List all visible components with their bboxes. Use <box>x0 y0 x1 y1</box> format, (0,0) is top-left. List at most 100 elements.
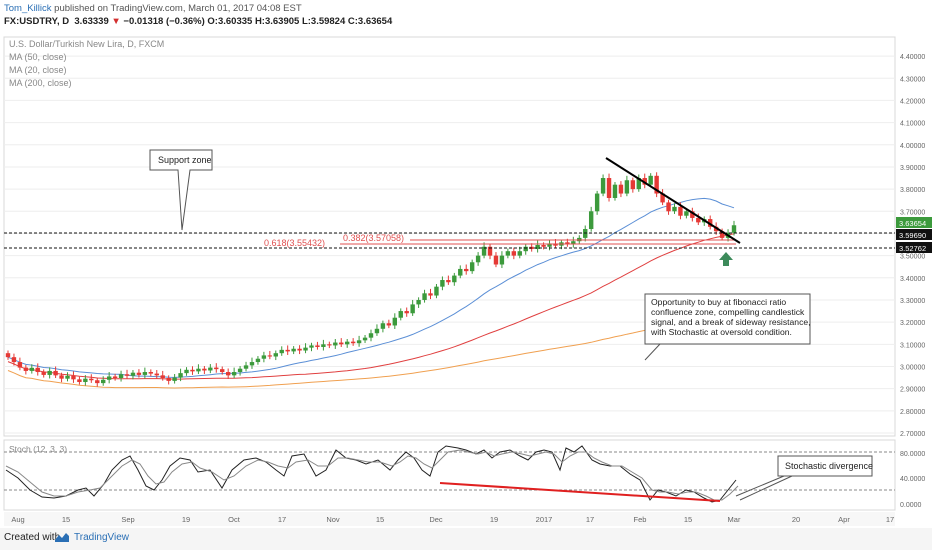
candle-body <box>624 180 630 194</box>
candle-body <box>214 367 219 370</box>
candle-body <box>678 206 683 216</box>
candle-body <box>464 268 469 272</box>
created-with: Created with <box>4 532 61 543</box>
time-tick-label: Dec <box>429 515 443 524</box>
candle-body <box>136 372 142 375</box>
time-tick-label: 17 <box>586 515 594 524</box>
candle-body <box>475 255 481 263</box>
buy-arrow-icon <box>719 252 733 266</box>
ohlc-values: O:3.60335 H:3.63905 L:3.59824 C:3.63654 <box>207 16 393 27</box>
candle-body <box>731 225 737 233</box>
candle-body <box>202 368 207 371</box>
stoch-tick-label: 80.0000 <box>900 451 925 458</box>
time-tick-label: 15 <box>376 515 384 524</box>
candle-body <box>588 211 594 230</box>
time-tick-label: 15 <box>684 515 692 524</box>
candle-body <box>481 246 487 256</box>
candle-body <box>89 378 94 381</box>
opportunity-callout[interactable]: Opportunity to buy at fibonacci ratio co… <box>644 293 813 361</box>
ma200-path <box>7 317 735 389</box>
candle-body <box>487 246 493 256</box>
candle-body <box>458 268 463 276</box>
candle-body <box>5 353 11 358</box>
candle-body <box>672 206 677 212</box>
legend-ma20[interactable]: MA (20, close) <box>9 65 67 75</box>
stoch-divergence-callout[interactable]: Stochastic divergence <box>735 455 873 501</box>
price-tick-label: 4.00000 <box>900 143 925 150</box>
author-link[interactable]: Tom_Killick <box>4 3 52 14</box>
candles <box>5 172 737 387</box>
candle-body <box>160 375 165 379</box>
support-zone-label: Support zone <box>158 155 212 165</box>
candle-body <box>523 246 528 252</box>
candle-body <box>434 286 439 296</box>
candle-body <box>59 375 64 379</box>
candle-body <box>237 368 243 373</box>
price-label-text: 3.59690 <box>899 231 926 240</box>
price-tick-label: 3.80000 <box>900 187 925 194</box>
candle-body <box>196 368 201 372</box>
time-axis-bg <box>4 512 895 526</box>
candle-body <box>231 372 237 376</box>
time-tick-label: 20 <box>792 515 800 524</box>
candle-body <box>362 337 368 341</box>
candle-body <box>648 175 653 185</box>
trendline[interactable] <box>605 157 741 244</box>
time-tick-label: 19 <box>490 515 498 524</box>
candle-body <box>517 251 522 256</box>
legend-ma200[interactable]: MA (200, close) <box>9 78 72 88</box>
candle-body <box>327 344 332 346</box>
candle-body <box>553 243 558 246</box>
price-tick-label: 4.20000 <box>900 98 925 105</box>
price-tick-label: 3.40000 <box>900 276 925 283</box>
candle-body <box>594 193 600 212</box>
candle-body <box>297 348 302 351</box>
candle-body <box>505 251 511 256</box>
ma50-path <box>7 233 735 380</box>
candle-body <box>416 299 421 305</box>
stoch-divergence-line[interactable] <box>439 482 721 502</box>
time-tick-label: Aug <box>11 515 24 524</box>
candle-body <box>309 345 314 348</box>
candle-body <box>696 217 701 223</box>
tradingview-brand[interactable]: TradingView <box>74 532 130 543</box>
legend-ma50[interactable]: MA (50, close) <box>9 52 67 62</box>
time-tick-label: Sep <box>121 515 134 524</box>
candle-body <box>291 348 296 352</box>
chart[interactable]: 0.618(3.55432) 0.382(3.57058) Support zo… <box>0 0 932 528</box>
candle-body <box>612 184 618 198</box>
price-label-text: 3.63654 <box>899 219 926 228</box>
candle-body <box>350 341 356 344</box>
candle-body <box>101 379 106 384</box>
price-tick-label: 3.50000 <box>900 254 925 261</box>
candle-body <box>279 349 284 354</box>
candle-body <box>208 367 213 371</box>
time-axis[interactable]: Aug 15 Sep 19 Oct 17 Nov 15 Dec 19 2017 17 Feb 15 Mar 2… <box>4 512 895 526</box>
support-zone-callout[interactable]: Support zone <box>149 149 213 231</box>
price-tick-label: 3.00000 <box>900 364 925 371</box>
candle-body <box>446 280 451 283</box>
candle-body <box>285 349 290 352</box>
candle-body <box>41 372 46 375</box>
price-tick-label: 3.10000 <box>900 342 925 349</box>
candle-body <box>243 365 249 369</box>
candle-body <box>339 342 344 345</box>
candle-body <box>600 178 606 194</box>
candle-body <box>83 378 88 383</box>
candle-body <box>493 255 499 265</box>
time-tick-label: 17 <box>886 515 894 524</box>
time-tick-label: 15 <box>62 515 70 524</box>
time-tick-label: 2017 <box>536 515 553 524</box>
candle-body <box>666 202 671 212</box>
candle-body <box>571 241 576 245</box>
footer: Created with TradingView <box>0 528 932 550</box>
price-tick-label: 3.70000 <box>900 209 925 216</box>
candle-body <box>53 370 58 376</box>
candle-body <box>636 178 641 190</box>
price-tick-label: 3.30000 <box>900 298 925 305</box>
price-tick-label: 4.30000 <box>900 76 925 83</box>
candle-body <box>392 317 398 326</box>
price-tick-label: 3.90000 <box>900 165 925 172</box>
candle-body <box>452 275 457 283</box>
tradingview-logo-icon <box>55 533 69 542</box>
